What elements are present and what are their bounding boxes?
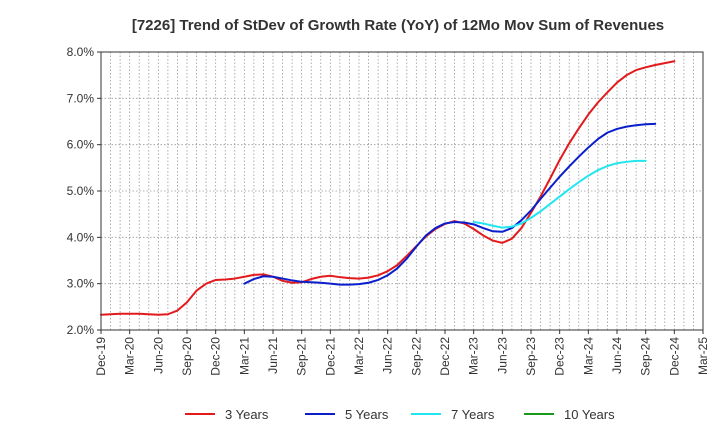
legend-label: 3 Years xyxy=(225,407,269,422)
x-tick-label: Mar-22 xyxy=(352,337,366,375)
x-tick-label: Jun-22 xyxy=(381,337,395,374)
series-line-5-years xyxy=(243,122,657,286)
x-tick-label: Dec-20 xyxy=(209,337,223,376)
x-tick-label: Dec-24 xyxy=(667,337,681,376)
x-tick-label: Sep-21 xyxy=(295,337,309,376)
y-tick-label: 2.0% xyxy=(67,323,95,337)
x-tick-label: Dec-19 xyxy=(94,337,108,376)
x-tick-label: Sep-23 xyxy=(524,337,538,376)
y-tick-label: 3.0% xyxy=(67,277,95,291)
series-line-7-years xyxy=(472,159,647,229)
x-tick-label: Sep-20 xyxy=(180,337,194,376)
legend: 3 Years 5 Years 7 Years 10 Years xyxy=(185,407,615,422)
legend-label: 7 Years xyxy=(451,407,495,422)
x-tick-label: Dec-23 xyxy=(553,337,567,376)
y-tick-label: 4.0% xyxy=(67,230,95,244)
x-tick-label: Mar-20 xyxy=(123,337,137,375)
x-tick-label: Mar-21 xyxy=(237,337,251,375)
x-tick-label: Jun-24 xyxy=(610,337,624,374)
y-tick-label: 8.0% xyxy=(67,45,95,59)
x-axis: Dec-19 Mar-20 Jun-20 Sep-20 Dec-20 Mar-21 Jun-… xyxy=(94,330,710,376)
x-tick-label: Dec-22 xyxy=(438,337,452,376)
chart-title: [7226] Trend of StDev of Growth Rate (Yo… xyxy=(132,17,664,34)
series-line-3-years xyxy=(100,60,676,316)
x-tick-label: Jun-21 xyxy=(266,337,280,374)
x-tick-label: Sep-24 xyxy=(639,337,653,376)
x-tick-label: Mar-25 xyxy=(696,337,710,375)
grid xyxy=(101,52,703,330)
x-tick-label: Dec-21 xyxy=(323,337,337,376)
x-tick-label: Sep-22 xyxy=(409,337,423,376)
x-tick-label: Jun-20 xyxy=(151,337,165,374)
x-tick-label: Jun-23 xyxy=(495,337,509,374)
legend-label: 5 Years xyxy=(345,407,389,422)
series-lines xyxy=(100,60,676,316)
y-tick-label: 6.0% xyxy=(67,138,95,152)
y-tick-label: 5.0% xyxy=(67,184,95,198)
y-tick-label: 7.0% xyxy=(67,91,95,105)
x-tick-label: Mar-24 xyxy=(581,337,595,375)
x-tick-label: Mar-23 xyxy=(467,337,481,375)
legend-label: 10 Years xyxy=(564,407,615,422)
y-axis: 2.0% 3.0% 4.0% 5.0% 6.0% 7.0% 8.0% xyxy=(67,45,101,337)
